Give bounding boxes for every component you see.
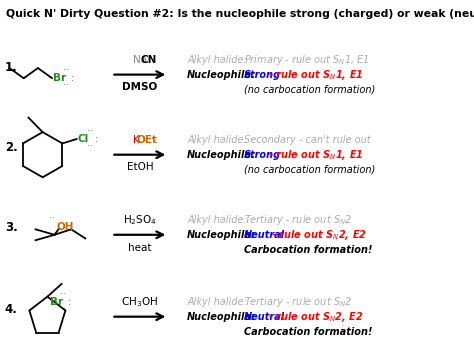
Text: CN: CN — [140, 55, 156, 65]
Text: OEt: OEt — [137, 135, 157, 145]
Text: (no carbocation formation): (no carbocation formation) — [244, 165, 375, 175]
Text: :: : — [68, 297, 71, 307]
Text: Nucleophile:: Nucleophile: — [187, 150, 256, 160]
Text: 1.: 1. — [5, 61, 18, 74]
Text: Cl: Cl — [78, 134, 89, 144]
Text: 3.: 3. — [5, 221, 18, 234]
Text: Secondary - can't rule out: Secondary - can't rule out — [244, 135, 371, 145]
Text: ··: ·· — [60, 305, 66, 314]
Text: Strong: Strong — [244, 70, 281, 80]
Text: 4.: 4. — [5, 303, 18, 316]
Text: DMSO: DMSO — [122, 82, 157, 92]
Text: ··: ·· — [63, 81, 68, 90]
Text: Neutral: Neutral — [244, 230, 285, 240]
Text: Nucleophile:: Nucleophile: — [187, 70, 256, 80]
Text: H$_2$SO$_4$: H$_2$SO$_4$ — [123, 213, 157, 227]
Text: EtOH: EtOH — [127, 162, 153, 173]
Text: OH: OH — [57, 222, 74, 233]
Text: - rule out S$_N$2, E2: - rule out S$_N$2, E2 — [268, 228, 367, 242]
Text: - rule out S$_N$2, E2: - rule out S$_N$2, E2 — [268, 310, 364, 324]
Text: - rule out S$_N$1, E1: - rule out S$_N$1, E1 — [264, 148, 363, 162]
Text: Alkyl halide:: Alkyl halide: — [187, 297, 247, 307]
Text: :: : — [95, 134, 98, 144]
Text: ··: ·· — [63, 67, 68, 75]
Text: Quick N' Dirty Question #2: Is the nucleophile strong (charged) or weak (neutral: Quick N' Dirty Question #2: Is the nucle… — [6, 9, 474, 19]
Text: Tertiary - rule out S$_N$2: Tertiary - rule out S$_N$2 — [244, 213, 353, 227]
Text: Tertiary - rule out S$_N$2: Tertiary - rule out S$_N$2 — [244, 295, 353, 309]
Text: Primary - rule out S$_N$1, E1: Primary - rule out S$_N$1, E1 — [244, 53, 370, 67]
Text: heat: heat — [128, 242, 152, 253]
Text: ··: ·· — [60, 290, 66, 299]
Text: Alkyl halide:: Alkyl halide: — [187, 215, 247, 225]
Text: Nucleophile:: Nucleophile: — [187, 230, 256, 240]
Text: Strong: Strong — [244, 150, 281, 160]
Text: ··: ·· — [49, 214, 55, 223]
Text: ··: ·· — [87, 142, 93, 151]
Text: Alkyl halide:: Alkyl halide: — [187, 135, 247, 145]
Text: - rule out S$_N$1, E1: - rule out S$_N$1, E1 — [264, 68, 363, 82]
Text: K: K — [133, 135, 140, 145]
Text: 2.: 2. — [5, 141, 18, 154]
Text: Br: Br — [53, 73, 66, 83]
Text: CH$_3$OH: CH$_3$OH — [121, 295, 158, 309]
Text: (no carbocation formation): (no carbocation formation) — [244, 85, 375, 95]
Text: Carbocation formation!: Carbocation formation! — [244, 327, 373, 337]
Text: :: : — [71, 73, 74, 83]
Text: Br: Br — [50, 297, 63, 307]
Text: Neutral: Neutral — [244, 312, 285, 322]
Text: Alkyl halide:: Alkyl halide: — [187, 55, 247, 65]
Text: Nucleophile:: Nucleophile: — [187, 312, 256, 322]
Text: Carbocation formation!: Carbocation formation! — [244, 245, 373, 255]
Text: Na: Na — [133, 55, 147, 65]
Text: ··: ·· — [87, 127, 93, 136]
